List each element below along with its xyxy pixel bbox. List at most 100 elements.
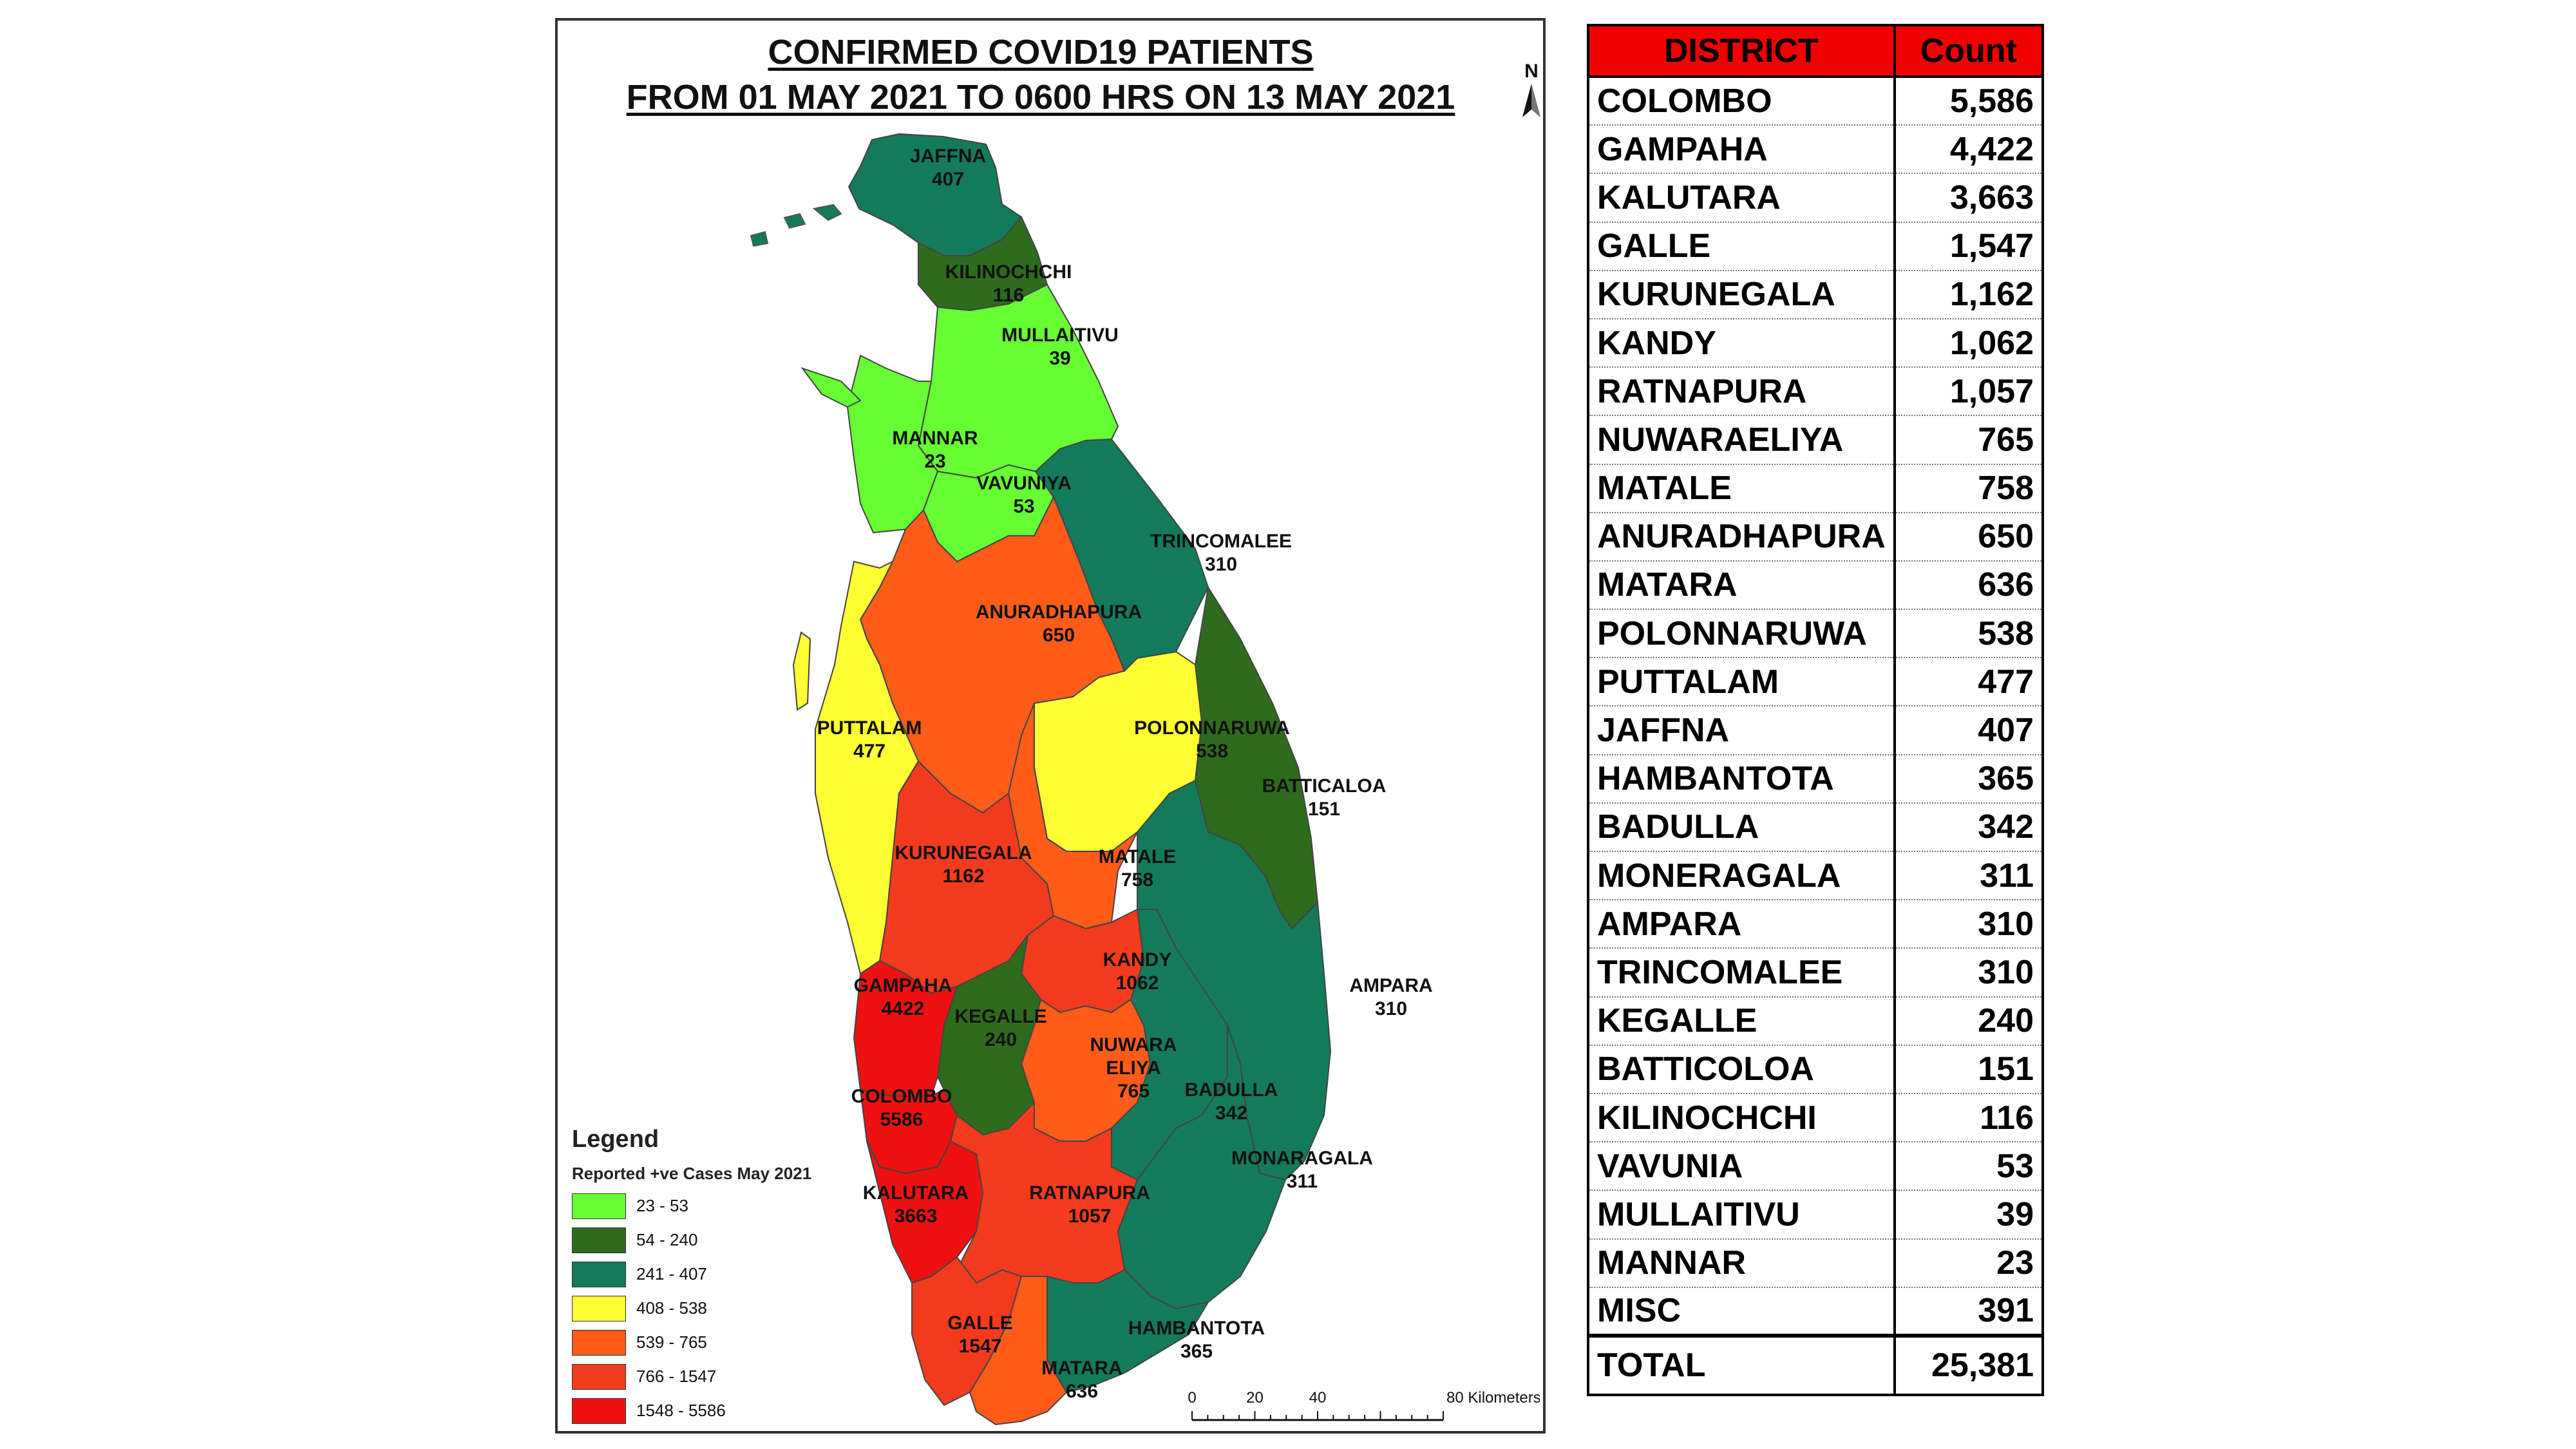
legend-item: 54 - 240 (572, 1223, 881, 1257)
district-count-cell: 5,586 (1893, 77, 2045, 126)
legend-item: 539 - 765 (572, 1325, 881, 1359)
district-label-name: KANDY (1103, 949, 1172, 971)
table-row: KILINOCHCHI 116 (1587, 1093, 2045, 1143)
district-label-value: 311 (1287, 1171, 1318, 1192)
legend: Legend Reported +ve Cases May 2021 23 - … (572, 1126, 881, 1428)
legend-swatch (572, 1329, 626, 1356)
legend-item: 1548 - 5586 (572, 1394, 881, 1428)
table-row: KURUNEGALA 1,162 (1587, 270, 2045, 319)
district-count-cell: 391 (1893, 1287, 2045, 1336)
table-row: NUWARAELIYA 765 (1587, 415, 2045, 465)
district-count-cell: 477 (1893, 658, 2045, 707)
district-count-cell: 636 (1893, 560, 2045, 611)
district-label-name: BADULLA (1185, 1079, 1278, 1101)
district-label-value: 23 (924, 451, 945, 472)
legend-title: Legend (572, 1126, 659, 1153)
district-count-cell: 240 (1893, 996, 2045, 1046)
district-count-cell: 1,062 (1893, 318, 2045, 368)
district-label-name: MONARAGALA (1231, 1148, 1373, 1169)
legend-subtitle: Reported +ve Cases May 2021 (572, 1164, 812, 1183)
district-count-cell: 342 (1893, 802, 2045, 853)
legend-items: 23 - 53 54 - 240 241 - 407 408 - 538 539 - 7… (572, 1189, 881, 1428)
legend-label: 766 - 1547 (636, 1367, 717, 1386)
table-header-row: DISTRICT Count (1587, 24, 2045, 78)
district-count-cell: 116 (1893, 1093, 2045, 1143)
district-label-name: MANNAR (892, 428, 978, 449)
district-count-cell: 407 (1893, 706, 2045, 755)
header-district: DISTRICT (1587, 24, 1896, 78)
district-count-cell: 23 (1893, 1238, 2045, 1288)
district-label-name: MATARA (1041, 1358, 1122, 1379)
district-kilinochchi (918, 216, 1048, 312)
district-label-name: AMPARA (1349, 975, 1432, 996)
district-label-value: 240 (985, 1029, 1017, 1050)
legend-label: 408 - 538 (636, 1298, 707, 1318)
district-label-value: 4422 (882, 998, 925, 1019)
district-label-value: 1062 (1116, 972, 1159, 994)
district-name-cell: KALUTARA (1587, 173, 1896, 223)
table-row: MONERAGALA 311 (1587, 851, 2045, 901)
district-label-name: MATALE (1099, 846, 1177, 867)
district-name-cell: MISC (1587, 1287, 1896, 1336)
district-label-value: 758 (1121, 869, 1153, 891)
district-name-cell: POLONNARUWA (1587, 609, 1896, 659)
district-label-name: GAMPAHA (854, 975, 952, 996)
district-label-value: 3663 (895, 1206, 938, 1227)
district-count-cell: 1,547 (1893, 222, 2045, 271)
district-label-name-line2: ELIYA (1106, 1057, 1161, 1079)
district-count-table: DISTRICT Count COLOMBO 5,586 GAMPAHA 4,422 K… (1587, 24, 2045, 1396)
table-row: KALUTARA 3,663 (1587, 173, 2045, 223)
district-label-name: POLONNARUWA (1134, 717, 1290, 739)
legend-label: 54 - 240 (636, 1230, 698, 1249)
district-name-cell: GAMPAHA (1587, 125, 1896, 175)
district-count-cell: 3,663 (1893, 173, 2045, 223)
district-label-name: GALLE (947, 1312, 1013, 1334)
district-count-cell: 310 (1893, 900, 2045, 949)
table-row: MATARA 636 (1587, 560, 2045, 611)
district-count-cell: 53 (1893, 1142, 2045, 1191)
table-row: MISC 391 (1587, 1287, 2045, 1336)
district-name-cell: KILINOCHCHI (1587, 1093, 1896, 1143)
district-label-value: 39 (1049, 348, 1070, 369)
table-body: COLOMBO 5,586 GAMPAHA 4,422 KALUTARA 3,663 GAL… (1587, 77, 2045, 1336)
district-label-name: COLOMBO (851, 1086, 952, 1107)
district-name-cell: KURUNEGALA (1587, 270, 1896, 319)
district-name-cell: TRINCOMALEE (1587, 948, 1896, 998)
district-label-name: MULLAITIVU (1001, 325, 1119, 346)
district-label-name: NUWARA (1090, 1034, 1177, 1056)
legend-item: 408 - 538 (572, 1291, 881, 1325)
district-label-name: BATTICALOA (1262, 775, 1387, 797)
map-title-line-1: CONFIRMED COVID19 PATIENTS (768, 33, 1314, 71)
table-row: BADULLA 342 (1587, 802, 2045, 853)
district-label-value: 1547 (959, 1336, 1002, 1357)
district-name-cell: BATTICOLOA (1587, 1045, 1896, 1094)
district-label-value: 365 (1180, 1341, 1213, 1362)
district-label-value: 1057 (1068, 1206, 1112, 1227)
district-label-value: 1162 (942, 866, 984, 887)
district-label-value: 636 (1066, 1381, 1098, 1402)
table-row: AMPARA 310 (1587, 900, 2045, 949)
district-label-name: PUTTALAM (817, 717, 922, 739)
district-count-cell: 4,422 (1893, 125, 2045, 175)
table-row: ANURADHAPURA 650 (1587, 512, 2045, 562)
table-row: VAVUNIA 53 (1587, 1142, 2045, 1191)
district-count-cell: 538 (1893, 609, 2045, 659)
legend-swatch (572, 1227, 626, 1253)
legend-label: 539 - 765 (636, 1332, 707, 1352)
district-name-cell: MATARA (1587, 560, 1896, 611)
district-name-cell: ANURADHAPURA (1587, 512, 1896, 562)
scale-label: 80 Kilometers (1446, 1389, 1540, 1406)
district-label-name: TRINCOMALEE (1150, 531, 1292, 552)
district-label-value: 5586 (880, 1109, 923, 1130)
district-count-cell: 151 (1893, 1045, 2045, 1094)
table-row: BATTICOLOA 151 (1587, 1045, 2045, 1094)
district-label-value: 116 (993, 285, 1024, 306)
map-title-line-2: FROM 01 MAY 2021 TO 0600 HRS ON 13 MAY 2… (626, 78, 1455, 117)
district-label-name: ANURADHAPURA (976, 601, 1142, 623)
legend-swatch (572, 1193, 626, 1219)
district-count-cell: 1,057 (1893, 367, 2045, 417)
total-count: 25,381 (1893, 1333, 2045, 1396)
district-name-cell: MONERAGALA (1587, 851, 1896, 901)
legend-label: 241 - 407 (636, 1264, 707, 1283)
